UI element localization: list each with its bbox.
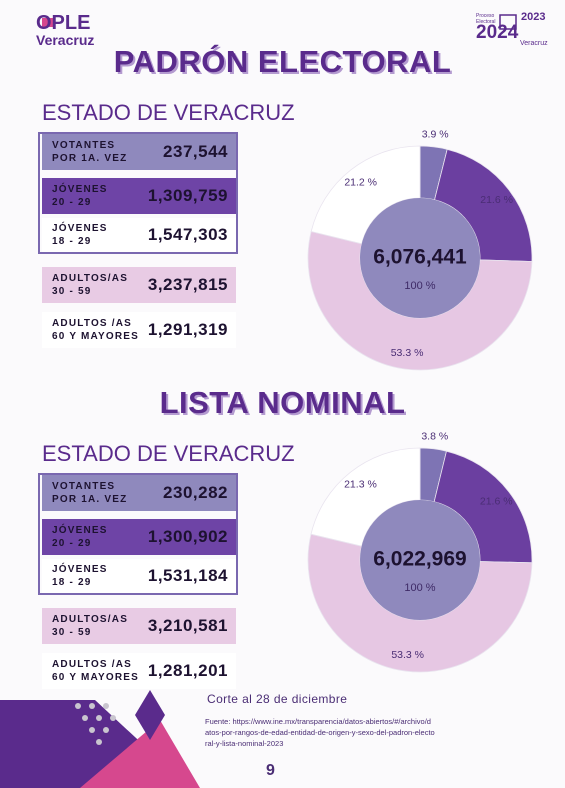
group-outline [38,473,238,595]
group-outline [38,132,238,254]
value-label: 53.3 % [391,649,424,661]
data-row: ADULTOS/AS 30 - 59 3,237,815 [42,267,236,303]
row-label-line: ADULTOS /AS [52,659,133,670]
row-value: 1,291,319 [147,320,228,339]
row-label-line: ADULTOS /AS [52,318,133,329]
logo-accent [42,18,54,27]
section-title: PADRÓN ELECTORAL [113,44,452,79]
row-label-line: 60 Y MAYORES [52,331,140,342]
source: Fuente: https://www.ine.mx/transparencia… [205,717,435,748]
data-row: JÓVENES 18 - 29 1,547,303 [42,218,236,252]
value-label: 21.2 % [344,176,377,188]
row-label: ADULTOS/AS 30 - 59 [52,272,128,298]
donut-center [360,500,480,620]
badge-year-big: 2024 [476,22,519,43]
row-value: 230,282 [163,483,228,502]
row-label: ADULTOS/AS 30 - 59 [52,613,128,639]
value-label: 21.3 % [344,478,377,490]
row-label-line: 60 Y MAYORES [52,672,140,683]
row-label-line: 18 - 29 [52,577,92,588]
donut-segment [310,145,421,245]
center-label: 100 % [404,280,435,292]
row-label-line: 20 - 29 [52,538,92,549]
data-row: ADULTOS/AS 30 - 59 3,210,581 [42,608,236,644]
badge-small: Proceso Electoral [476,13,496,25]
value-label: 21.6 % [480,194,513,206]
row-value: 237,544 [163,142,228,161]
row-label-line: VOTANTES [52,140,116,151]
row-label-line: POR 1A. VEZ [52,153,128,164]
row-label-line: 30 - 59 [52,627,92,638]
center-value: 6,022,969 [373,548,466,571]
center-label: 100 % [404,582,435,594]
logo-top: OPLE [36,12,91,34]
badge-box [499,14,517,30]
row-label-line: JÓVENES [52,184,108,195]
row-label: VOTANTES POR 1A. VEZ [52,480,127,506]
row-label-line: ADULTOS/AS [52,614,129,625]
row-label: JÓVENES 20 - 29 [52,524,108,550]
row-label-line: VOTANTES [52,481,116,492]
center-value: 6,076,441 [373,246,467,269]
data-row: JÓVENES 20 - 29 1,309,759 [42,178,236,214]
data-row: ADULTOS /AS 60 Y MAYORES 1,291,319 [42,312,236,348]
data-row: JÓVENES 20 - 29 1,300,902 [42,519,236,555]
row-value: 1,281,201 [147,661,228,680]
decor-shape [80,720,200,788]
section-subtitle: ESTADO DE VERACRUZ [42,441,295,466]
row-label: ADULTOS /AS 60 Y MAYORES [52,658,139,684]
row-value: 1,300,902 [147,527,228,546]
donut-center [360,198,480,318]
row-label-line: 30 - 59 [52,286,92,297]
page-number: 9 [266,762,275,779]
row-label-line: JÓVENES [52,223,108,234]
badge-year: 2023 [521,11,546,23]
logo-bottom: Veracruz [36,32,95,48]
row-value: 3,237,815 [147,275,228,294]
row-label-line: JÓVENES [52,564,108,575]
donut-segment [310,447,421,547]
data-row: ADULTOS /AS 60 Y MAYORES 1,281,201 [42,653,236,689]
value-label: 3.8 % [421,431,448,443]
data-row: JÓVENES 18 - 29 1,531,184 [42,559,236,593]
row-label: JÓVENES 20 - 29 [52,183,108,209]
row-label-line: ADULTOS/AS [52,273,129,284]
row-label-line: 20 - 29 [52,197,92,208]
decor-dots [75,703,116,745]
row-label: VOTANTES POR 1A. VEZ [52,139,127,165]
decor-shape [135,690,165,740]
data-row: VOTANTES POR 1A. VEZ 237,544 [42,134,236,170]
row-value: 1,309,759 [147,186,228,205]
section-title: LISTA NOMINAL [159,385,406,420]
row-value: 3,210,581 [147,616,228,635]
row-value: 1,547,303 [147,225,228,244]
value-label: 53.3 % [391,347,424,359]
cut-date: Corte al 28 de diciembre [207,692,348,706]
data-row: VOTANTES POR 1A. VEZ 230,282 [42,475,236,511]
row-label: JÓVENES 18 - 29 [52,563,108,589]
row-label-line: JÓVENES [52,525,108,536]
row-label-line: 18 - 29 [52,236,92,247]
row-label-line: POR 1A. VEZ [52,494,128,505]
row-value: 1,531,184 [147,566,228,585]
row-label: ADULTOS /AS 60 Y MAYORES [52,317,139,343]
value-label: 3.9 % [422,129,449,141]
row-label: JÓVENES 18 - 29 [52,222,108,248]
badge-region: Veracruz [520,40,548,47]
value-label: 21.6 % [480,495,513,507]
section-subtitle: ESTADO DE VERACRUZ [42,100,295,125]
